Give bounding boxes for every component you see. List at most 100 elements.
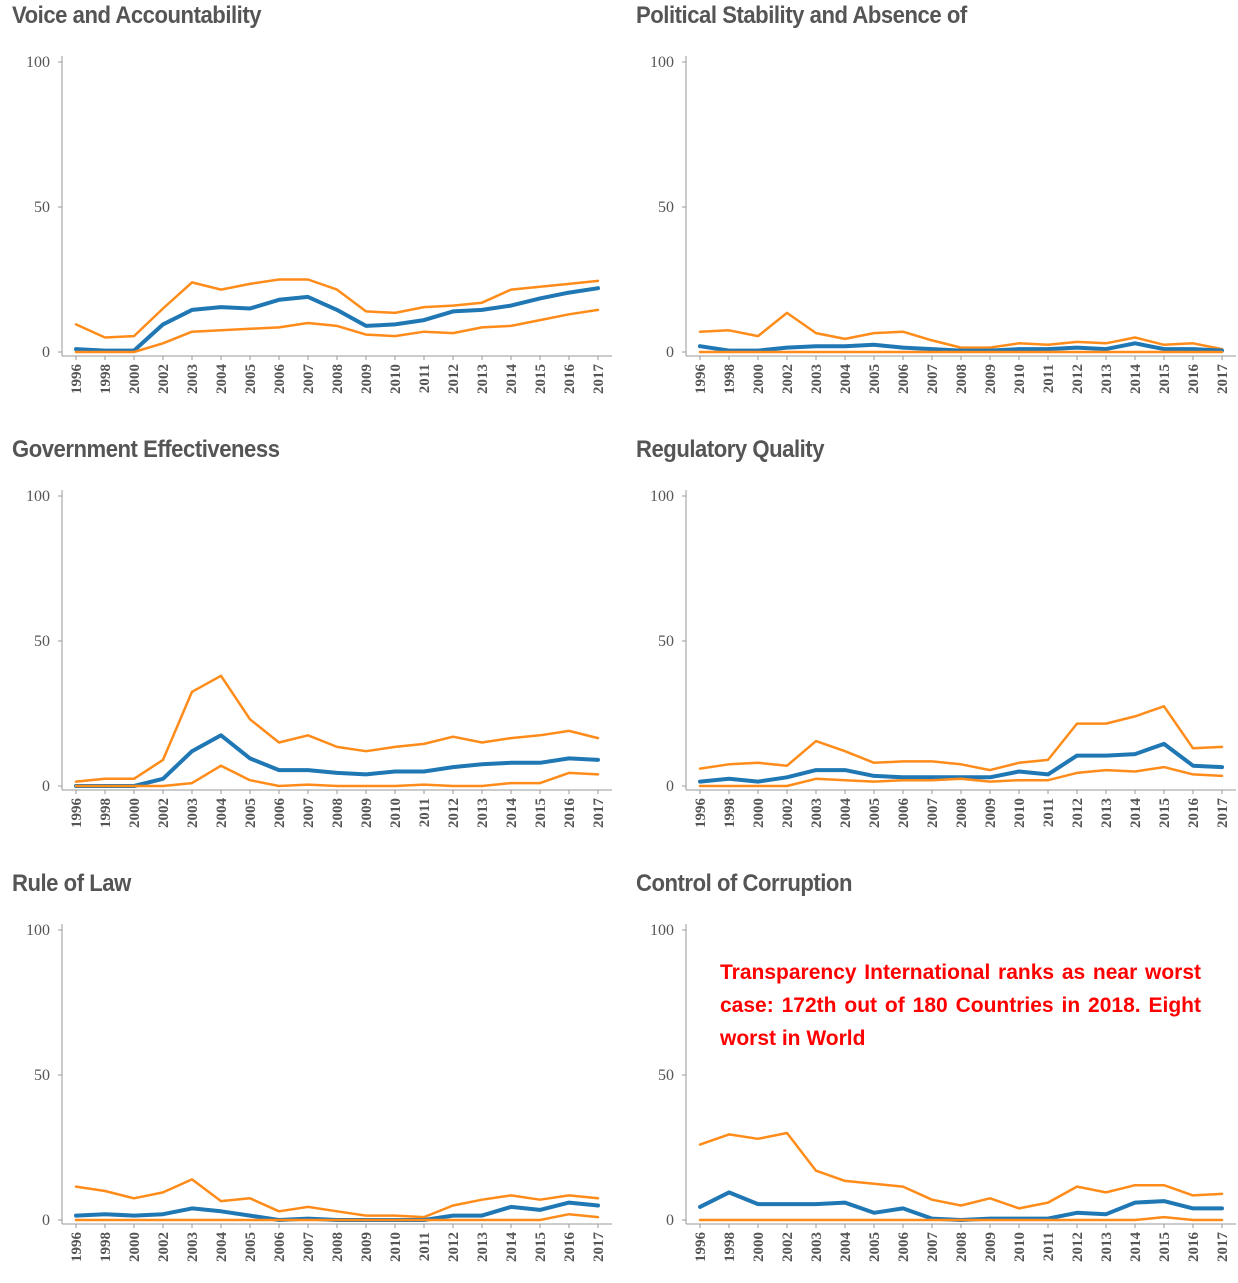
- x-tick-label: 2013: [1099, 364, 1115, 394]
- x-tick-label: 2009: [359, 1232, 375, 1262]
- chart-title: Regulatory Quality: [636, 436, 825, 463]
- x-tick-label: 2004: [214, 1232, 230, 1263]
- x-tick-label: 1998: [722, 1232, 738, 1262]
- x-tick-label: 2012: [446, 1232, 462, 1262]
- x-tick-label: 1996: [69, 798, 85, 829]
- x-tick-label: 2016: [1186, 364, 1202, 395]
- x-tick-label: 2015: [1157, 1232, 1173, 1262]
- y-tick-label: 0: [42, 778, 50, 795]
- x-tick-label: 2002: [780, 1232, 796, 1262]
- x-tick-label: 2004: [214, 798, 230, 829]
- chart-svg: 0 50 100 1996 1998 2000 2002 2003 2004 2005 2006 20…: [650, 922, 1236, 1263]
- chart-title: Rule of Law: [12, 870, 131, 897]
- x-tick-label: 2009: [359, 798, 375, 828]
- y-tick-label: 50: [658, 199, 674, 216]
- x-tick-label: 2005: [243, 1232, 259, 1262]
- x-tick-label: 2005: [867, 798, 883, 828]
- series-line-upper: [698, 1131, 1224, 1210]
- x-tick-label: 1998: [98, 1232, 114, 1262]
- series-line-upper: [74, 278, 600, 339]
- x-tick-label: 1996: [69, 1232, 85, 1263]
- x-tick-label: 2016: [1186, 798, 1202, 829]
- x-tick-label: 2015: [533, 1232, 549, 1262]
- series-line-upper: [698, 311, 1224, 351]
- x-tick-label: 2008: [954, 364, 970, 394]
- series-line-upper: [74, 674, 600, 783]
- x-tick-label: 2004: [838, 364, 854, 395]
- x-tick-label: 2017: [591, 364, 607, 395]
- x-tick-label: 2000: [127, 798, 143, 828]
- x-tick-label: 2003: [809, 1232, 825, 1262]
- chart-panel-voice-and-accountability: Voice and Accountability 0 50 100 1996 1998 20…: [0, 0, 619, 415]
- x-tick-label: 2006: [272, 798, 288, 829]
- x-tick-label: 2014: [504, 364, 520, 395]
- series-line-estimate: [698, 341, 1224, 353]
- x-tick-label: 2013: [475, 798, 491, 828]
- x-tick-label: 1996: [693, 364, 709, 395]
- x-tick-label: 2000: [751, 798, 767, 828]
- x-tick-label: 2016: [562, 364, 578, 395]
- series-line-lower: [74, 308, 600, 354]
- x-tick-label: 2015: [533, 364, 549, 394]
- x-tick-label: 2009: [983, 364, 999, 394]
- x-tick-label: 2012: [1070, 798, 1086, 828]
- x-tick-label: 2010: [1012, 798, 1028, 828]
- x-tick-label: 2004: [214, 364, 230, 395]
- x-tick-label: 2006: [896, 798, 912, 829]
- y-tick-label: 0: [42, 344, 50, 361]
- x-tick-label: 2009: [983, 1232, 999, 1262]
- y-tick-label: 100: [650, 488, 674, 505]
- x-tick-label: 2002: [156, 1232, 172, 1262]
- y-tick-label: 100: [26, 488, 50, 505]
- x-tick-label: 2011: [417, 798, 433, 827]
- chart-svg: 0 50 100 1996 1998 2000 2002 2003 2004 2005 2006 20…: [650, 54, 1236, 395]
- x-tick-label: 2000: [751, 1232, 767, 1262]
- x-tick-label: 2002: [156, 364, 172, 394]
- x-tick-label: 2014: [1128, 364, 1144, 395]
- x-tick-label: 2016: [1186, 1232, 1202, 1263]
- x-tick-label: 2017: [1215, 798, 1231, 829]
- y-tick-label: 50: [34, 633, 50, 650]
- series-line-estimate: [698, 741, 1224, 784]
- x-tick-label: 2000: [127, 364, 143, 394]
- chart-svg: 0 50 100 1996 1998 2000 2002 2003 2004 2005 2006 20…: [26, 54, 612, 395]
- x-tick-label: 2008: [330, 364, 346, 394]
- series-line-lower: [698, 765, 1224, 788]
- x-tick-label: 2011: [1041, 1232, 1057, 1261]
- y-tick-label: 100: [650, 922, 674, 939]
- x-tick-label: 1998: [722, 364, 738, 394]
- x-tick-label: 2013: [1099, 798, 1115, 828]
- x-tick-label: 2003: [809, 364, 825, 394]
- y-tick-label: 0: [666, 778, 674, 795]
- chart-panel-government-effectiveness: Government Effectiveness 0 50 100 1996 1998 20…: [0, 434, 619, 849]
- series-line-lower: [698, 1215, 1224, 1222]
- chart-title: Government Effectiveness: [12, 436, 280, 463]
- x-tick-label: 2004: [838, 798, 854, 829]
- chart-title: Political Stability and Absence of: [636, 2, 967, 29]
- x-tick-label: 2016: [562, 798, 578, 829]
- x-tick-label: 2017: [1215, 1232, 1231, 1263]
- x-tick-label: 2013: [475, 1232, 491, 1262]
- x-tick-label: 2007: [925, 798, 941, 829]
- x-tick-label: 2012: [1070, 364, 1086, 394]
- x-tick-label: 2002: [156, 798, 172, 828]
- x-tick-label: 2003: [809, 798, 825, 828]
- x-tick-label: 2012: [446, 798, 462, 828]
- series-line-estimate: [74, 733, 600, 788]
- x-tick-label: 2013: [475, 364, 491, 394]
- x-tick-label: 2014: [504, 1232, 520, 1263]
- x-tick-label: 2006: [272, 1232, 288, 1263]
- x-tick-label: 2017: [591, 798, 607, 829]
- x-tick-label: 2010: [388, 1232, 404, 1262]
- y-tick-label: 0: [666, 344, 674, 361]
- x-tick-label: 2008: [330, 1232, 346, 1262]
- annotation-note: Transparency International ranks as near…: [720, 961, 1201, 1050]
- x-tick-label: 2003: [185, 1232, 201, 1262]
- x-tick-label: 2008: [954, 1232, 970, 1262]
- x-tick-label: 1998: [722, 798, 738, 828]
- x-tick-label: 2015: [1157, 364, 1173, 394]
- x-tick-label: 2011: [417, 364, 433, 393]
- x-tick-label: 2010: [1012, 364, 1028, 394]
- y-tick-label: 50: [34, 1067, 50, 1084]
- x-tick-label: 2013: [1099, 1232, 1115, 1262]
